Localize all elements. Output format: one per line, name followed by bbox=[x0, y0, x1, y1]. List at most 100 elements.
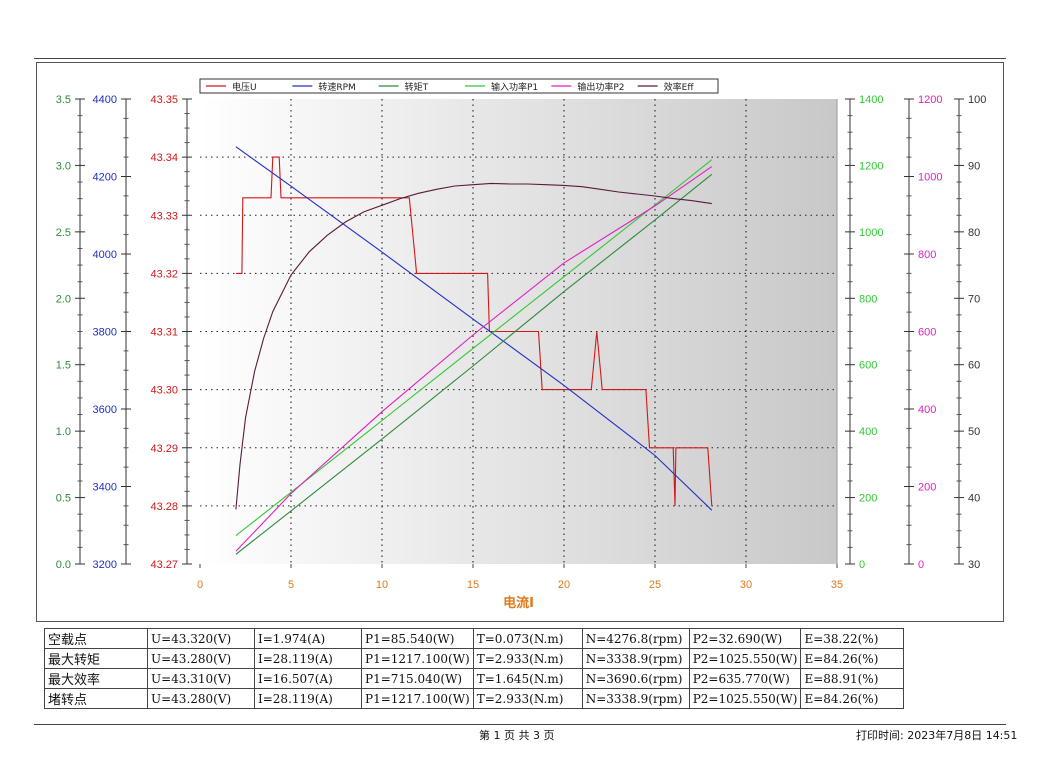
y-tick-label: 400 bbox=[859, 426, 877, 438]
y-tick-label: 0.0 bbox=[56, 559, 71, 571]
summary-cell: P2=1025.550(W) bbox=[688, 648, 802, 669]
summary-row-label: 最大效率 bbox=[44, 668, 148, 689]
x-tick-label: 20 bbox=[558, 579, 570, 591]
summary-cell: I=16.507(A) bbox=[254, 668, 362, 689]
summary-cell: P1=85.540(W) bbox=[361, 628, 474, 649]
series-line-2 bbox=[235, 173, 713, 555]
x-tick-label: 30 bbox=[740, 579, 752, 591]
summary-cell: P2=635.770(W) bbox=[688, 668, 802, 689]
y-tick-label: 50 bbox=[968, 426, 980, 438]
series-line-4 bbox=[235, 166, 713, 552]
legend-box bbox=[199, 78, 719, 94]
y-tick-label: 90 bbox=[968, 160, 980, 172]
summary-cell: I=28.119(A) bbox=[254, 688, 362, 709]
summary-cell: U=43.280(V) bbox=[147, 648, 255, 669]
x-tick-label: 0 bbox=[197, 579, 203, 591]
summary-cell: P2=1025.550(W) bbox=[688, 688, 802, 709]
summary-cell: P1=1217.100(W) bbox=[361, 688, 474, 709]
y-tick-label: 1.5 bbox=[56, 360, 71, 372]
legend-label-4: 输出功率P2 bbox=[577, 81, 624, 93]
summary-cell: N=3690.6(rpm) bbox=[581, 668, 690, 689]
summary-cell: I=1.974(A) bbox=[254, 628, 362, 649]
summary-cell: N=3338.9(rpm) bbox=[581, 688, 690, 709]
summary-cell: T=2.933(N.m) bbox=[472, 648, 583, 669]
y-tick-label: 1200 bbox=[918, 94, 942, 106]
summary-row: 空载点 U=43.320(V) I=1.974(A) P1=85.540(W) T=0.… bbox=[44, 628, 905, 649]
summary-cell: P1=1217.100(W) bbox=[361, 648, 474, 669]
x-tick-label: 10 bbox=[376, 579, 388, 591]
legend-label-5: 效率Eff bbox=[664, 81, 695, 93]
y-tick-label: 43.33 bbox=[150, 210, 178, 222]
y-tick-label: 3400 bbox=[93, 482, 117, 494]
y-tick-label: 43.34 bbox=[150, 152, 178, 164]
y-tick-label: 60 bbox=[968, 360, 980, 372]
series-line-3 bbox=[235, 159, 713, 537]
x-tick-label: 5 bbox=[288, 579, 294, 591]
y-tick-label: 43.30 bbox=[150, 385, 178, 397]
y-tick-label: 43.31 bbox=[150, 327, 178, 339]
y-tick-label: 400 bbox=[918, 404, 936, 416]
y-tick-label: 0 bbox=[918, 559, 924, 571]
y-tick-label: 1400 bbox=[859, 94, 883, 106]
x-axis-title: 电流I bbox=[503, 595, 534, 611]
y-tick-label: 3800 bbox=[93, 327, 117, 339]
y-tick-label: 3.5 bbox=[56, 94, 71, 106]
y-tick-label: 4200 bbox=[93, 172, 117, 184]
y-tick-label: 3200 bbox=[93, 559, 117, 571]
y-tick-label: 43.35 bbox=[150, 94, 178, 106]
y-tick-label: 1000 bbox=[859, 227, 883, 239]
y-tick-label: 70 bbox=[968, 293, 980, 305]
y-tick-label: 0 bbox=[859, 559, 865, 571]
y-tick-label: 1000 bbox=[918, 172, 942, 184]
summary-cell: U=43.320(V) bbox=[147, 628, 255, 649]
print-time: 打印时间: 2023年7月8日 14:51 bbox=[856, 729, 1018, 742]
summary-cell: E=84.26(%) bbox=[800, 648, 905, 669]
bottom-rule bbox=[34, 724, 1006, 725]
y-tick-label: 200 bbox=[859, 493, 877, 505]
summary-cell: T=0.073(N.m) bbox=[472, 628, 583, 649]
summary-cell: P2=32.690(W) bbox=[688, 628, 802, 649]
y-tick-label: 800 bbox=[859, 293, 877, 305]
x-tick-label: 25 bbox=[649, 579, 661, 591]
summary-cell: U=43.280(V) bbox=[147, 688, 255, 709]
summary-row: 最大转矩 U=43.280(V) I=28.119(A) P1=1217.100(W)… bbox=[44, 648, 905, 669]
y-tick-label: 100 bbox=[968, 94, 986, 106]
y-tick-label: 600 bbox=[859, 360, 877, 372]
summary-cell: E=88.91(%) bbox=[800, 668, 905, 689]
summary-cell: I=28.119(A) bbox=[254, 648, 362, 669]
summary-cell: N=3338.9(rpm) bbox=[581, 648, 690, 669]
y-tick-label: 4400 bbox=[93, 94, 117, 106]
legend-label-2: 转矩T bbox=[405, 81, 429, 93]
y-tick-label: 200 bbox=[918, 482, 936, 494]
summary-cell: E=84.26(%) bbox=[800, 688, 905, 709]
y-tick-label: 80 bbox=[968, 227, 980, 239]
y-tick-label: 2.0 bbox=[56, 293, 71, 305]
summary-row-label: 最大转矩 bbox=[44, 648, 148, 669]
legend-label-1: 转速RPM bbox=[318, 81, 355, 93]
summary-row-label: 堵转点 bbox=[44, 688, 148, 709]
y-tick-label: 4000 bbox=[93, 249, 117, 261]
y-tick-label: 43.32 bbox=[150, 268, 178, 280]
series-line-0 bbox=[235, 156, 713, 506]
summary-cell: T=1.645(N.m) bbox=[472, 668, 583, 689]
series-line-5 bbox=[235, 182, 712, 510]
summary-cell: T=2.933(N.m) bbox=[472, 688, 583, 709]
summary-cell: N=4276.8(rpm) bbox=[581, 628, 690, 649]
y-tick-label: 43.27 bbox=[150, 559, 178, 571]
y-tick-label: 1200 bbox=[859, 160, 883, 172]
y-tick-label: 0.5 bbox=[56, 493, 71, 505]
y-tick-label: 2.5 bbox=[56, 227, 71, 239]
x-tick-label: 15 bbox=[467, 579, 479, 591]
summary-row: 最大效率 U=43.310(V) I=16.507(A) P1=715.040(W) T… bbox=[44, 668, 905, 689]
x-tick-label: 35 bbox=[831, 579, 843, 591]
summary-cell: P1=715.040(W) bbox=[361, 668, 474, 689]
summary-cell: U=43.310(V) bbox=[147, 668, 255, 689]
y-tick-label: 1.0 bbox=[56, 426, 71, 438]
summary-cell: E=38.22(%) bbox=[800, 628, 905, 649]
legend-label-0: 电压U bbox=[232, 81, 257, 93]
y-tick-label: 600 bbox=[918, 327, 936, 339]
chart-frame: 0 5 10 15 20 25 30 35 电流I 0.0 0.5 1.0 1.5 2.0 2.5 3.0 3.… bbox=[36, 62, 1004, 622]
summary-table: 空载点 U=43.320(V) I=1.974(A) P1=85.540(W) T=0.… bbox=[44, 628, 905, 709]
page-indicator: 第 1 页 共 3 页 bbox=[479, 729, 555, 742]
summary-row: 堵转点 U=43.280(V) I=28.119(A) P1=1217.100(W) T… bbox=[44, 688, 905, 709]
